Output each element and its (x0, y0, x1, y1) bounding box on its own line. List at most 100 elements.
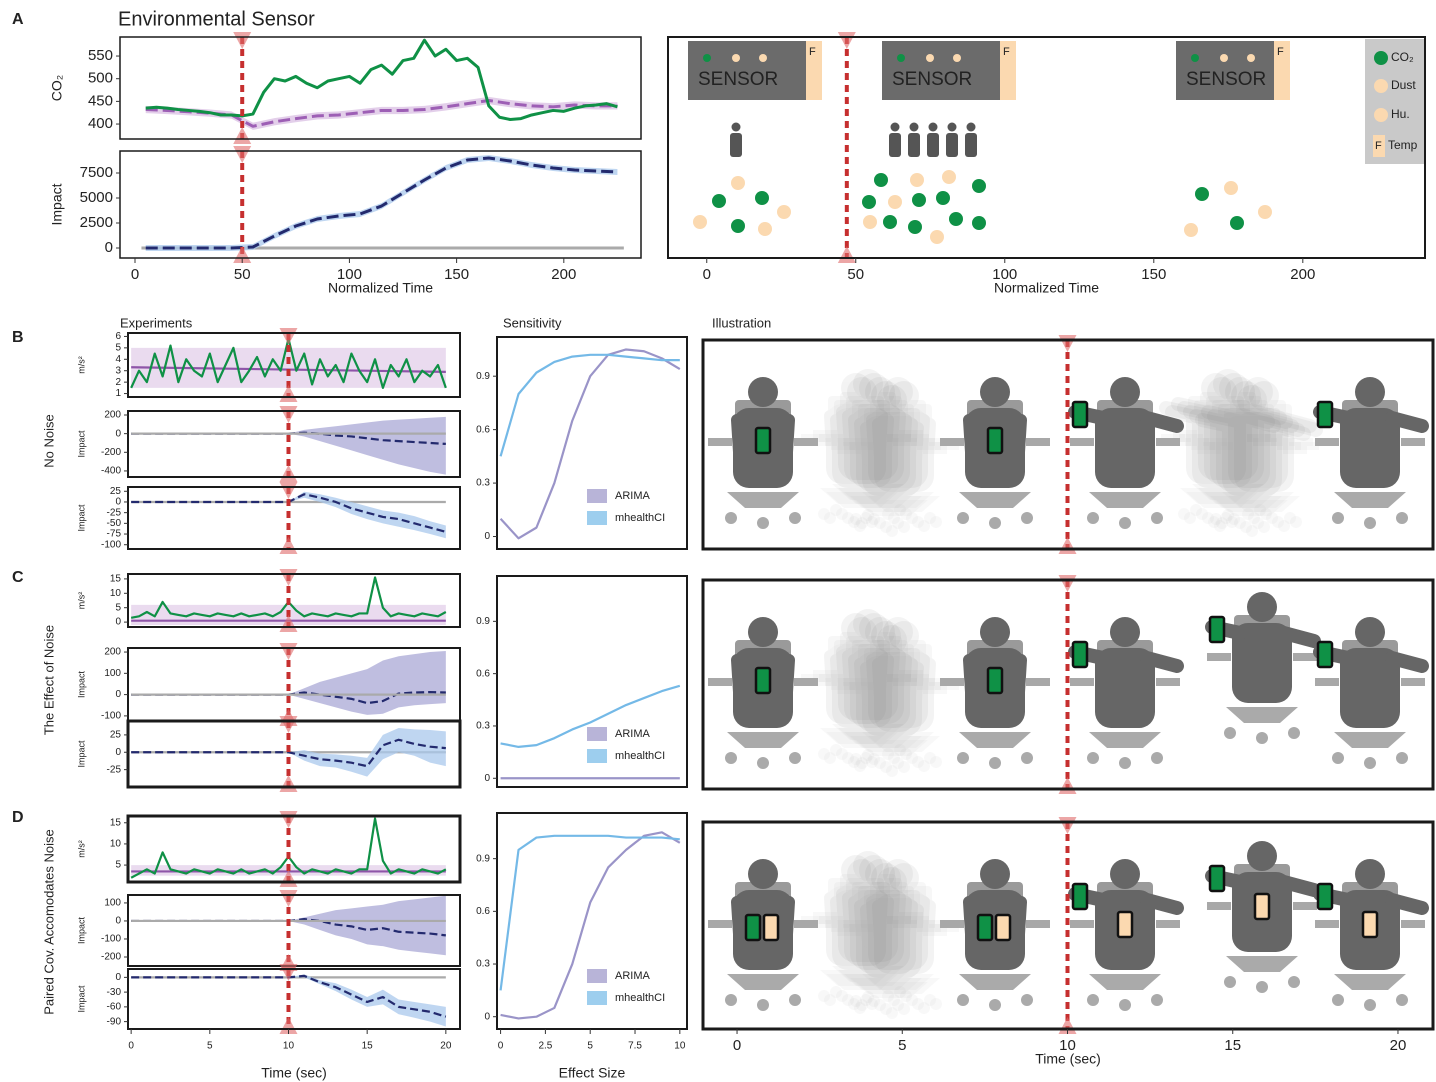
chart-illustration: 05101520Time (sec) (703, 817, 1433, 1067)
person (708, 859, 818, 1011)
x-tick-label: 2.5 (538, 1041, 552, 1052)
seat-base (959, 732, 1031, 748)
seat-base (1089, 974, 1161, 990)
arm (928, 664, 930, 696)
plot-area (141, 155, 623, 251)
legend-swatch (587, 991, 607, 1005)
wheel (898, 761, 910, 773)
arm (737, 420, 739, 452)
seat-base (1334, 732, 1406, 748)
dot (759, 54, 767, 62)
x-tick-label: 0 (733, 1037, 741, 1054)
y-axis-label: Impact (76, 740, 86, 768)
y-axis-label: m/s² (76, 840, 86, 858)
seat-base (727, 732, 799, 748)
head (1110, 377, 1140, 407)
armrest (1156, 920, 1180, 928)
y-tick-label: 0 (115, 747, 121, 758)
chart-line: 00.30.60.9ARIMAmhealthCI (476, 576, 687, 787)
seat-base (1226, 707, 1298, 723)
x-tick-label: 15 (1224, 1037, 1241, 1054)
dot (953, 54, 961, 62)
y-tick-label: 5 (115, 342, 121, 353)
y-tick-label: 0 (484, 1011, 490, 1022)
chart-illustration (703, 335, 1433, 554)
y-tick-label: 1 (115, 388, 121, 399)
phone (746, 915, 760, 940)
wheel (1087, 512, 1099, 524)
y-tick-label: 0 (115, 428, 121, 439)
event-marker (279, 569, 297, 586)
armrest (849, 442, 873, 450)
arm (928, 424, 930, 456)
legend-flag-label: F (1375, 140, 1382, 152)
x-tick-label: 150 (1141, 266, 1166, 283)
sensor-label: SENSOR (698, 69, 778, 90)
armrest (1070, 438, 1094, 446)
armrest (1401, 920, 1425, 928)
wheel (898, 521, 910, 533)
event-marker (838, 246, 856, 263)
head (1247, 592, 1277, 622)
dot (936, 191, 950, 205)
dot (731, 176, 745, 190)
armrest (1156, 678, 1180, 686)
armrest (1070, 920, 1094, 928)
arm (1214, 416, 1242, 422)
wheel (1151, 752, 1163, 764)
armrest (1026, 920, 1050, 928)
wheel (957, 752, 969, 764)
wheel (725, 752, 737, 764)
plot-area (501, 832, 680, 1018)
plot-area (146, 40, 618, 130)
event-marker (1059, 537, 1077, 554)
person (940, 859, 1050, 1011)
chart-line: 00.30.60.902.557.510Effect SizeARIMAmhea… (476, 813, 687, 1081)
y-tick-label: 0.6 (476, 668, 490, 679)
arm (878, 424, 880, 456)
y-tick-label: -400 (101, 466, 121, 477)
person-head (948, 123, 957, 132)
wheel (957, 994, 969, 1006)
panel-letter: C (12, 569, 24, 586)
y-tick-label: 5 (115, 602, 121, 613)
person (708, 377, 818, 529)
x-tick-label: 200 (551, 266, 576, 283)
wheel (789, 752, 801, 764)
chart-line: -1000100200Impact (76, 643, 460, 726)
dot (908, 220, 922, 234)
y-tick-label: 10 (110, 839, 122, 850)
x-tick-label: 0 (131, 266, 139, 283)
head (1355, 859, 1385, 889)
armrest (940, 438, 964, 446)
y-tick-label: -100 (101, 934, 121, 945)
row-label: No Noise (41, 414, 56, 467)
y-axis-label: Impact (49, 183, 65, 225)
seat-base (1334, 492, 1406, 508)
x-tick-label: 150 (444, 266, 469, 283)
legend-label: mhealthCI (615, 992, 665, 1004)
y-tick-label: 0.3 (476, 959, 490, 970)
column-header: Experiments (120, 315, 193, 330)
phone (996, 915, 1010, 940)
wheel (1119, 999, 1131, 1011)
armrest (1293, 902, 1317, 910)
y-tick-label: 0.3 (476, 721, 490, 732)
phone (1118, 912, 1132, 937)
y-tick-label: 25 (110, 730, 122, 741)
dot (863, 215, 877, 229)
wheel (1290, 516, 1302, 528)
y-axis-label: Impact (76, 430, 86, 458)
chart-line: 123456m/s² (76, 328, 460, 402)
event-marker (279, 537, 297, 554)
plot-area (501, 349, 680, 538)
x-tick-label: 10 (674, 1041, 686, 1052)
phone (1210, 617, 1224, 642)
armrest (708, 678, 732, 686)
event-marker (279, 643, 297, 660)
person (1315, 377, 1425, 529)
person (708, 617, 818, 769)
row-label: Paired Cov. Accomodates Noise (41, 829, 56, 1014)
dot (693, 215, 707, 229)
y-tick-label: 2 (115, 377, 121, 388)
